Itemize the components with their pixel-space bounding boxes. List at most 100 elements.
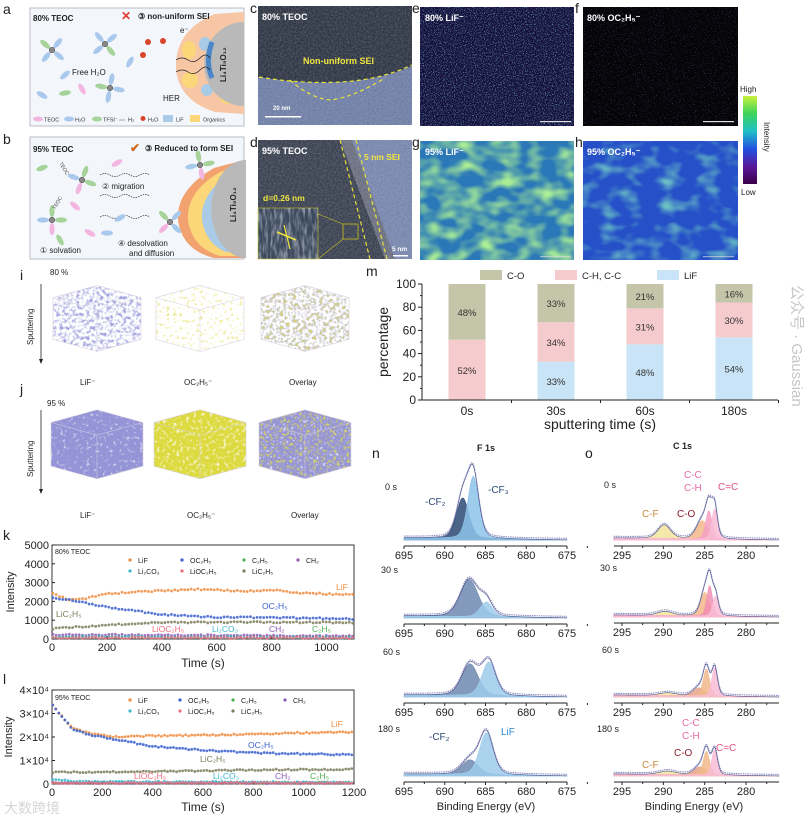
series-annotation: LiC₂H₅: [56, 609, 82, 619]
data-point: [206, 636, 210, 640]
data-point: [94, 635, 98, 639]
data-point: [334, 617, 338, 621]
data-point: [189, 620, 193, 624]
data-point: [206, 614, 210, 618]
free-molecule: [101, 230, 113, 236]
data-point: [130, 635, 134, 639]
data-point: [256, 732, 260, 736]
x-tick-label: 1000: [314, 642, 338, 654]
data-point: [199, 620, 203, 624]
data-point: [208, 769, 212, 773]
data-point: [117, 592, 121, 596]
data-point: [120, 735, 124, 739]
data-point: [341, 621, 345, 625]
tem-c-title: 80% TEOC: [262, 12, 308, 22]
data-point: [318, 591, 322, 595]
data-point: [239, 636, 243, 639]
her-label: HER: [163, 94, 180, 103]
data-point: [252, 635, 256, 639]
x-tick-label: 695: [395, 707, 413, 719]
l-annotation: 95% TEOC: [55, 695, 90, 702]
data-point: [286, 731, 290, 735]
data-point: [268, 751, 272, 755]
data-point: [54, 636, 58, 639]
data-point: [308, 781, 311, 785]
data-point: [302, 782, 305, 785]
x-tick-label: 280: [737, 786, 755, 798]
bar-value-label: 33%: [546, 299, 566, 310]
series-LiOC₂H₅: [51, 780, 354, 786]
data-point: [347, 617, 351, 621]
peak-label: C-C C-H: [684, 470, 702, 494]
data-point: [163, 589, 167, 593]
data-point: [298, 616, 302, 620]
data-point: [311, 731, 314, 734]
data-point: [305, 767, 308, 771]
envelope-curve: [403, 655, 568, 696]
ligand-molecule: [40, 39, 50, 49]
data-point: [298, 753, 302, 756]
bar-180s-LiF: [715, 337, 753, 400]
data-point: [184, 781, 188, 784]
data-point: [133, 622, 137, 626]
solvation-cluster: [95, 73, 125, 103]
tem-noise: [258, 6, 412, 125]
series-LiC₂H₅: [51, 620, 355, 631]
data-point: [314, 752, 317, 756]
data-point: [262, 751, 266, 754]
legend-marker: [178, 698, 182, 702]
organics-legend-icon: [190, 115, 200, 122]
series-annotation: OC₂H₅: [248, 740, 274, 750]
data-point: [202, 620, 206, 624]
data-point: [170, 620, 173, 624]
data-point: [262, 781, 266, 784]
data-point: [331, 593, 335, 597]
data-point: [193, 782, 197, 785]
data-point: [84, 597, 88, 601]
free-molecule: [36, 164, 48, 172]
data-point: [156, 633, 160, 637]
watermark-wechat: 公众号 · Gaussian: [788, 285, 805, 407]
data-point: [305, 636, 308, 640]
data-point: [138, 770, 142, 774]
legend-lif: LiF: [176, 118, 184, 124]
data-point: [132, 770, 136, 774]
legend-marker: [296, 558, 300, 562]
data-point: [235, 620, 239, 624]
data-point: [286, 781, 290, 785]
data-point: [61, 636, 65, 640]
data-point: [129, 781, 133, 785]
data-point: [90, 781, 94, 784]
data-point: [308, 768, 311, 772]
data-point: [66, 770, 70, 774]
data-point: [60, 715, 64, 718]
legend-marker: [231, 709, 235, 713]
data-point: [87, 625, 91, 629]
legend-h2-icon: »»: [119, 118, 125, 124]
data-point: [301, 636, 305, 640]
data-point: [117, 622, 121, 626]
data-point: [74, 633, 78, 637]
data-point: [84, 781, 88, 785]
chart-l-scatter: Intensity Time (s) 95% TEOC 0 200 400 600 80…: [3, 685, 366, 814]
data-point: [321, 620, 325, 624]
data-point: [146, 633, 150, 637]
series-annotation: OC₂H₅: [262, 601, 288, 611]
data-point: [181, 769, 185, 773]
data-point: [154, 781, 157, 784]
panel-label-c: c: [250, 0, 257, 16]
plot-frame: [51, 544, 355, 640]
data-point: [107, 591, 111, 595]
ligand-molecule: [95, 83, 108, 90]
data-point: [57, 782, 61, 785]
data-point: [54, 778, 58, 781]
data-point: [323, 730, 326, 734]
data-point: [245, 635, 249, 639]
data-point: [208, 748, 212, 752]
data-point: [69, 771, 73, 774]
data-point: [78, 779, 82, 783]
spacing-marker: [283, 224, 291, 250]
data-point: [176, 614, 180, 618]
data-point: [175, 746, 178, 750]
data-point: [272, 621, 275, 625]
